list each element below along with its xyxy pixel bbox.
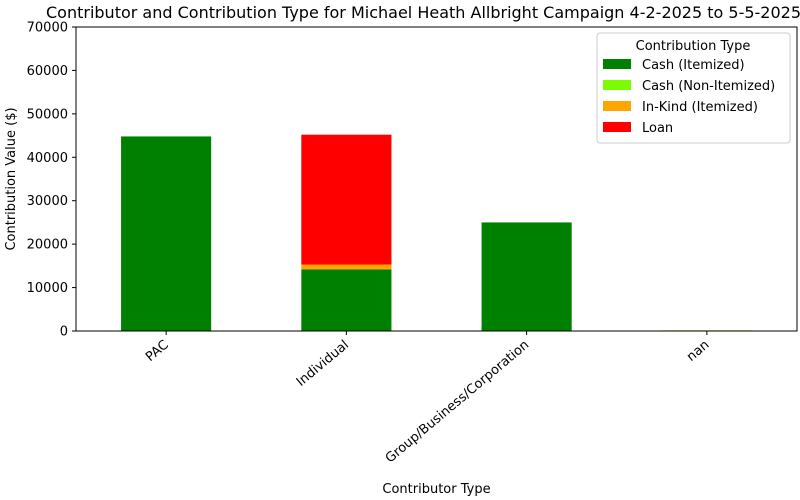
legend-title: Contribution Type	[636, 39, 751, 54]
legend-label: Loan	[642, 121, 673, 136]
legend-label: In-Kind (Itemized)	[642, 100, 758, 115]
y-tick-label: 0	[60, 325, 68, 340]
legend-label: Cash (Non-Itemized)	[642, 79, 775, 94]
bar-segment-0-0	[121, 136, 212, 331]
y-axis-ticks: 0 10000 20000 30000 40000 50000 60000 70000	[27, 21, 76, 340]
legend-label: Cash (Itemized)	[642, 58, 745, 73]
legend-swatch	[603, 101, 631, 111]
bar-segment-1-2	[301, 264, 392, 270]
bars	[121, 134, 752, 332]
y-tick-label: 30000	[27, 194, 68, 209]
y-tick-label: 10000	[27, 281, 68, 296]
chart-title: Contributor and Contribution Type for Mi…	[46, 3, 800, 22]
y-tick-label: 70000	[27, 21, 68, 36]
legend-swatch	[603, 59, 631, 69]
legend-swatch	[603, 122, 631, 132]
x-axis-label: Contributor Type	[382, 482, 490, 497]
y-tick-label: 60000	[27, 64, 68, 79]
legend-box	[596, 32, 791, 144]
legend: Contribution Type Cash (Itemized) Cash (N…	[596, 32, 791, 144]
legend-items: Cash (Itemized) Cash (Non-Itemized) In-Kin…	[603, 58, 775, 136]
y-axis-label: Contribution Value ($)	[4, 107, 19, 250]
legend-swatch	[603, 80, 631, 90]
y-tick-label: 20000	[27, 238, 68, 253]
bar-segment-2-0	[481, 222, 572, 331]
bar-segment-1-3	[301, 134, 392, 265]
y-tick-label: 50000	[27, 107, 68, 122]
bar-segment-1-0	[301, 269, 392, 331]
y-tick-label: 40000	[27, 151, 68, 166]
plot-area-frame	[75, 26, 798, 332]
